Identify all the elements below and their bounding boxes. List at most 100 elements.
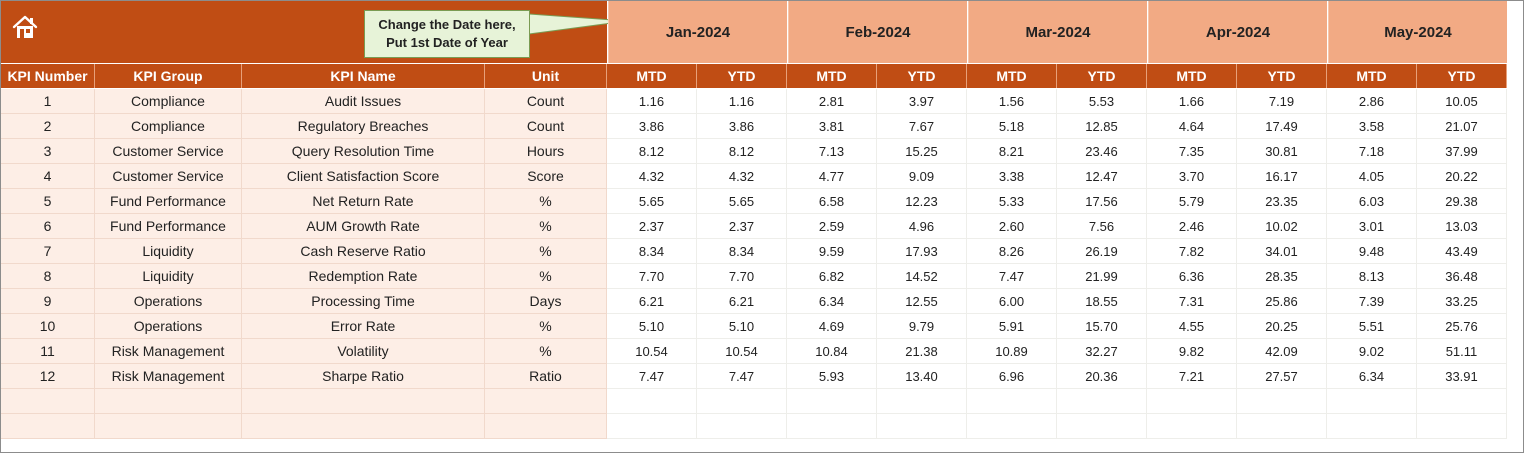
mtd-value-cell[interactable]: 8.13 [1327, 264, 1417, 289]
unit-cell[interactable]: Ratio [485, 364, 607, 389]
ytd-value-cell[interactable]: 36.48 [1417, 264, 1507, 289]
empty-cell[interactable] [1417, 389, 1507, 414]
mtd-value-cell[interactable]: 6.58 [787, 189, 877, 214]
mtd-value-cell[interactable]: 5.79 [1147, 189, 1237, 214]
kpi-group-cell[interactable]: Compliance [95, 114, 242, 139]
ytd-value-cell[interactable]: 12.23 [877, 189, 967, 214]
month-header-apr[interactable]: Apr-2024 [1148, 1, 1327, 63]
ytd-value-cell[interactable]: 21.99 [1057, 264, 1147, 289]
mtd-value-cell[interactable]: 1.66 [1147, 89, 1237, 114]
unit-cell[interactable]: % [485, 239, 607, 264]
kpi-number-cell[interactable]: 4 [1, 164, 95, 189]
mtd-value-cell[interactable]: 6.00 [967, 289, 1057, 314]
kpi-group-cell[interactable]: Operations [95, 314, 242, 339]
empty-cell[interactable] [95, 414, 242, 439]
mtd-value-cell[interactable]: 5.10 [607, 314, 697, 339]
ytd-value-cell[interactable]: 7.47 [697, 364, 787, 389]
kpi-group-cell[interactable]: Fund Performance [95, 214, 242, 239]
col-header-kpi-name[interactable]: KPI Name [242, 64, 485, 88]
ytd-value-cell[interactable]: 7.70 [697, 264, 787, 289]
col-header-mtd-3[interactable]: MTD [1147, 64, 1237, 88]
ytd-value-cell[interactable]: 30.81 [1237, 139, 1327, 164]
empty-cell[interactable] [877, 389, 967, 414]
ytd-value-cell[interactable]: 21.07 [1417, 114, 1507, 139]
mtd-value-cell[interactable]: 10.54 [607, 339, 697, 364]
empty-cell[interactable] [1, 414, 95, 439]
ytd-value-cell[interactable]: 33.25 [1417, 289, 1507, 314]
mtd-value-cell[interactable]: 9.59 [787, 239, 877, 264]
kpi-name-cell[interactable]: Client Satisfaction Score [242, 164, 485, 189]
empty-cell[interactable] [1, 389, 95, 414]
kpi-number-cell[interactable]: 11 [1, 339, 95, 364]
empty-cell[interactable] [967, 389, 1057, 414]
kpi-group-cell[interactable]: Liquidity [95, 239, 242, 264]
ytd-value-cell[interactable]: 7.67 [877, 114, 967, 139]
ytd-value-cell[interactable]: 16.17 [1237, 164, 1327, 189]
empty-cell[interactable] [1147, 389, 1237, 414]
kpi-number-cell[interactable]: 12 [1, 364, 95, 389]
ytd-value-cell[interactable]: 12.55 [877, 289, 967, 314]
col-header-kpi-group[interactable]: KPI Group [95, 64, 242, 88]
ytd-value-cell[interactable]: 5.65 [697, 189, 787, 214]
mtd-value-cell[interactable]: 6.34 [787, 289, 877, 314]
ytd-value-cell[interactable]: 9.09 [877, 164, 967, 189]
kpi-number-cell[interactable]: 6 [1, 214, 95, 239]
ytd-value-cell[interactable]: 25.76 [1417, 314, 1507, 339]
ytd-value-cell[interactable]: 7.19 [1237, 89, 1327, 114]
ytd-value-cell[interactable]: 26.19 [1057, 239, 1147, 264]
ytd-value-cell[interactable]: 5.10 [697, 314, 787, 339]
kpi-group-cell[interactable]: Customer Service [95, 139, 242, 164]
mtd-value-cell[interactable]: 7.82 [1147, 239, 1237, 264]
unit-cell[interactable]: Hours [485, 139, 607, 164]
mtd-value-cell[interactable]: 5.93 [787, 364, 877, 389]
mtd-value-cell[interactable]: 7.35 [1147, 139, 1237, 164]
col-header-ytd-0[interactable]: YTD [697, 64, 787, 88]
empty-cell[interactable] [1327, 389, 1417, 414]
mtd-value-cell[interactable]: 9.48 [1327, 239, 1417, 264]
mtd-value-cell[interactable]: 6.96 [967, 364, 1057, 389]
ytd-value-cell[interactable]: 10.02 [1237, 214, 1327, 239]
unit-cell[interactable]: Days [485, 289, 607, 314]
unit-cell[interactable]: Count [485, 89, 607, 114]
unit-cell[interactable]: % [485, 264, 607, 289]
ytd-value-cell[interactable]: 17.56 [1057, 189, 1147, 214]
empty-cell[interactable] [877, 414, 967, 439]
empty-cell[interactable] [1057, 389, 1147, 414]
mtd-value-cell[interactable]: 3.38 [967, 164, 1057, 189]
mtd-value-cell[interactable]: 3.86 [607, 114, 697, 139]
kpi-name-cell[interactable]: AUM Growth Rate [242, 214, 485, 239]
kpi-group-cell[interactable]: Risk Management [95, 364, 242, 389]
mtd-value-cell[interactable]: 6.21 [607, 289, 697, 314]
ytd-value-cell[interactable]: 13.40 [877, 364, 967, 389]
ytd-value-cell[interactable]: 17.49 [1237, 114, 1327, 139]
mtd-value-cell[interactable]: 9.82 [1147, 339, 1237, 364]
month-header-mar[interactable]: Mar-2024 [968, 1, 1147, 63]
kpi-group-cell[interactable]: Fund Performance [95, 189, 242, 214]
kpi-group-cell[interactable]: Operations [95, 289, 242, 314]
ytd-value-cell[interactable]: 23.35 [1237, 189, 1327, 214]
mtd-value-cell[interactable]: 4.64 [1147, 114, 1237, 139]
kpi-name-cell[interactable]: Net Return Rate [242, 189, 485, 214]
mtd-value-cell[interactable]: 4.77 [787, 164, 877, 189]
mtd-value-cell[interactable]: 6.36 [1147, 264, 1237, 289]
kpi-name-cell[interactable]: Query Resolution Time [242, 139, 485, 164]
kpi-name-cell[interactable]: Error Rate [242, 314, 485, 339]
empty-cell[interactable] [1057, 414, 1147, 439]
mtd-value-cell[interactable]: 7.18 [1327, 139, 1417, 164]
ytd-value-cell[interactable]: 13.03 [1417, 214, 1507, 239]
kpi-number-cell[interactable]: 1 [1, 89, 95, 114]
ytd-value-cell[interactable]: 20.25 [1237, 314, 1327, 339]
ytd-value-cell[interactable]: 10.54 [697, 339, 787, 364]
mtd-value-cell[interactable]: 4.55 [1147, 314, 1237, 339]
kpi-number-cell[interactable]: 10 [1, 314, 95, 339]
mtd-value-cell[interactable]: 10.84 [787, 339, 877, 364]
ytd-value-cell[interactable]: 42.09 [1237, 339, 1327, 364]
ytd-value-cell[interactable]: 12.85 [1057, 114, 1147, 139]
ytd-value-cell[interactable]: 4.32 [697, 164, 787, 189]
mtd-value-cell[interactable]: 6.82 [787, 264, 877, 289]
col-header-mtd-2[interactable]: MTD [967, 64, 1057, 88]
kpi-group-cell[interactable]: Compliance [95, 89, 242, 114]
empty-cell[interactable] [607, 414, 697, 439]
mtd-value-cell[interactable]: 7.47 [967, 264, 1057, 289]
empty-cell[interactable] [485, 389, 607, 414]
